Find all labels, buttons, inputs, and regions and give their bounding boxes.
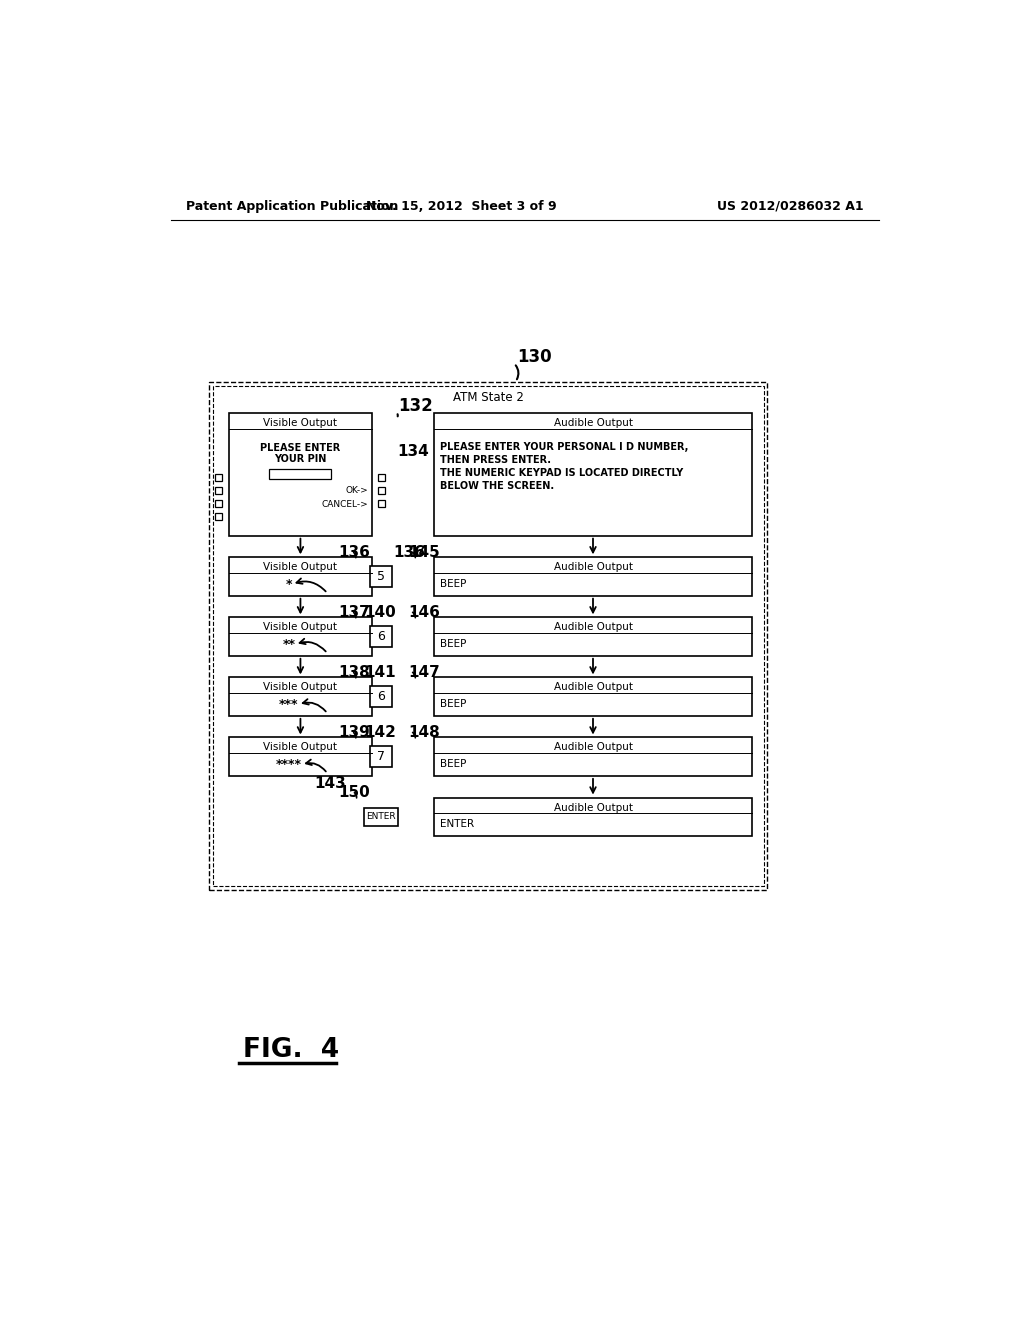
Bar [213, 385, 764, 886]
Bar [228, 618, 372, 656]
Text: 137: 137 [339, 605, 371, 620]
Bar [378, 474, 385, 480]
Text: Visible Output: Visible Output [263, 622, 338, 632]
Bar [269, 469, 331, 479]
Bar [370, 686, 391, 708]
Text: *: * [286, 578, 292, 591]
Text: 140: 140 [365, 605, 396, 620]
Bar [215, 474, 222, 480]
Text: ****: **** [275, 758, 302, 771]
Bar [215, 487, 222, 494]
Text: PLEASE ENTER: PLEASE ENTER [260, 444, 341, 453]
Text: ENTER: ENTER [440, 820, 474, 829]
Bar [228, 677, 372, 715]
Bar [228, 412, 372, 536]
Text: THE NUMERIC KEYPAD IS LOCATED DIRECTLY: THE NUMERIC KEYPAD IS LOCATED DIRECTLY [440, 469, 684, 478]
Text: 6: 6 [377, 630, 385, 643]
Text: FIG.  4: FIG. 4 [243, 1038, 339, 1063]
Text: Visible Output: Visible Output [263, 418, 338, 428]
Text: OK->: OK-> [345, 486, 369, 495]
Text: 150: 150 [339, 785, 371, 800]
Bar [228, 738, 372, 776]
Bar [209, 381, 767, 890]
Bar [434, 677, 752, 715]
Text: BEEP: BEEP [440, 759, 467, 770]
Bar [378, 487, 385, 494]
Text: Audible Output: Audible Output [554, 622, 633, 632]
Bar [434, 412, 752, 536]
Text: Patent Application Publication: Patent Application Publication [186, 199, 398, 213]
Text: Nov. 15, 2012  Sheet 3 of 9: Nov. 15, 2012 Sheet 3 of 9 [366, 199, 557, 213]
Text: Audible Output: Audible Output [554, 682, 633, 693]
Text: 134: 134 [397, 444, 429, 458]
Bar [370, 626, 391, 647]
Text: BEEP: BEEP [440, 579, 467, 589]
Bar [215, 500, 222, 507]
Text: 5: 5 [377, 570, 385, 583]
Text: 130: 130 [517, 348, 552, 366]
Bar [378, 500, 385, 507]
Text: 7: 7 [377, 750, 385, 763]
Text: US 2012/0286032 A1: US 2012/0286032 A1 [717, 199, 863, 213]
Text: 132: 132 [397, 397, 432, 416]
Bar [215, 513, 222, 520]
Text: Audible Output: Audible Output [554, 418, 633, 428]
Text: **: ** [283, 638, 295, 651]
Text: Audible Output: Audible Output [554, 562, 633, 573]
Text: 145: 145 [409, 545, 440, 560]
Bar [434, 618, 752, 656]
Bar [434, 797, 752, 836]
Bar [434, 557, 752, 595]
Text: Visible Output: Visible Output [263, 682, 338, 693]
Bar [364, 808, 398, 826]
Text: CANCEL->: CANCEL-> [322, 500, 369, 508]
Text: 139: 139 [339, 725, 371, 741]
Text: 142: 142 [365, 725, 396, 741]
Text: 146: 146 [409, 605, 440, 620]
Text: 143: 143 [314, 776, 346, 791]
Text: 136: 136 [393, 545, 425, 560]
Text: 148: 148 [409, 725, 440, 741]
Text: 6: 6 [377, 690, 385, 704]
Text: PLEASE ENTER YOUR PERSONAL I D NUMBER,: PLEASE ENTER YOUR PERSONAL I D NUMBER, [440, 442, 689, 453]
Text: Visible Output: Visible Output [263, 562, 338, 573]
Text: BELOW THE SCREEN.: BELOW THE SCREEN. [440, 482, 554, 491]
Bar [370, 566, 391, 587]
Text: ATM State 2: ATM State 2 [453, 391, 524, 404]
Text: THEN PRESS ENTER.: THEN PRESS ENTER. [440, 455, 551, 465]
Bar [228, 557, 372, 595]
Text: YOUR PIN: YOUR PIN [274, 454, 327, 465]
Text: 147: 147 [409, 665, 440, 680]
Text: Audible Output: Audible Output [554, 803, 633, 813]
Text: 141: 141 [365, 665, 396, 680]
Text: Audible Output: Audible Output [554, 742, 633, 752]
Text: ***: *** [280, 698, 299, 711]
Bar [434, 738, 752, 776]
Text: 138: 138 [339, 665, 371, 680]
Text: BEEP: BEEP [440, 639, 467, 649]
Text: 136: 136 [339, 545, 371, 560]
Text: Visible Output: Visible Output [263, 742, 338, 752]
Text: BEEP: BEEP [440, 700, 467, 709]
Bar [370, 746, 391, 767]
Text: ENTER: ENTER [367, 812, 396, 821]
